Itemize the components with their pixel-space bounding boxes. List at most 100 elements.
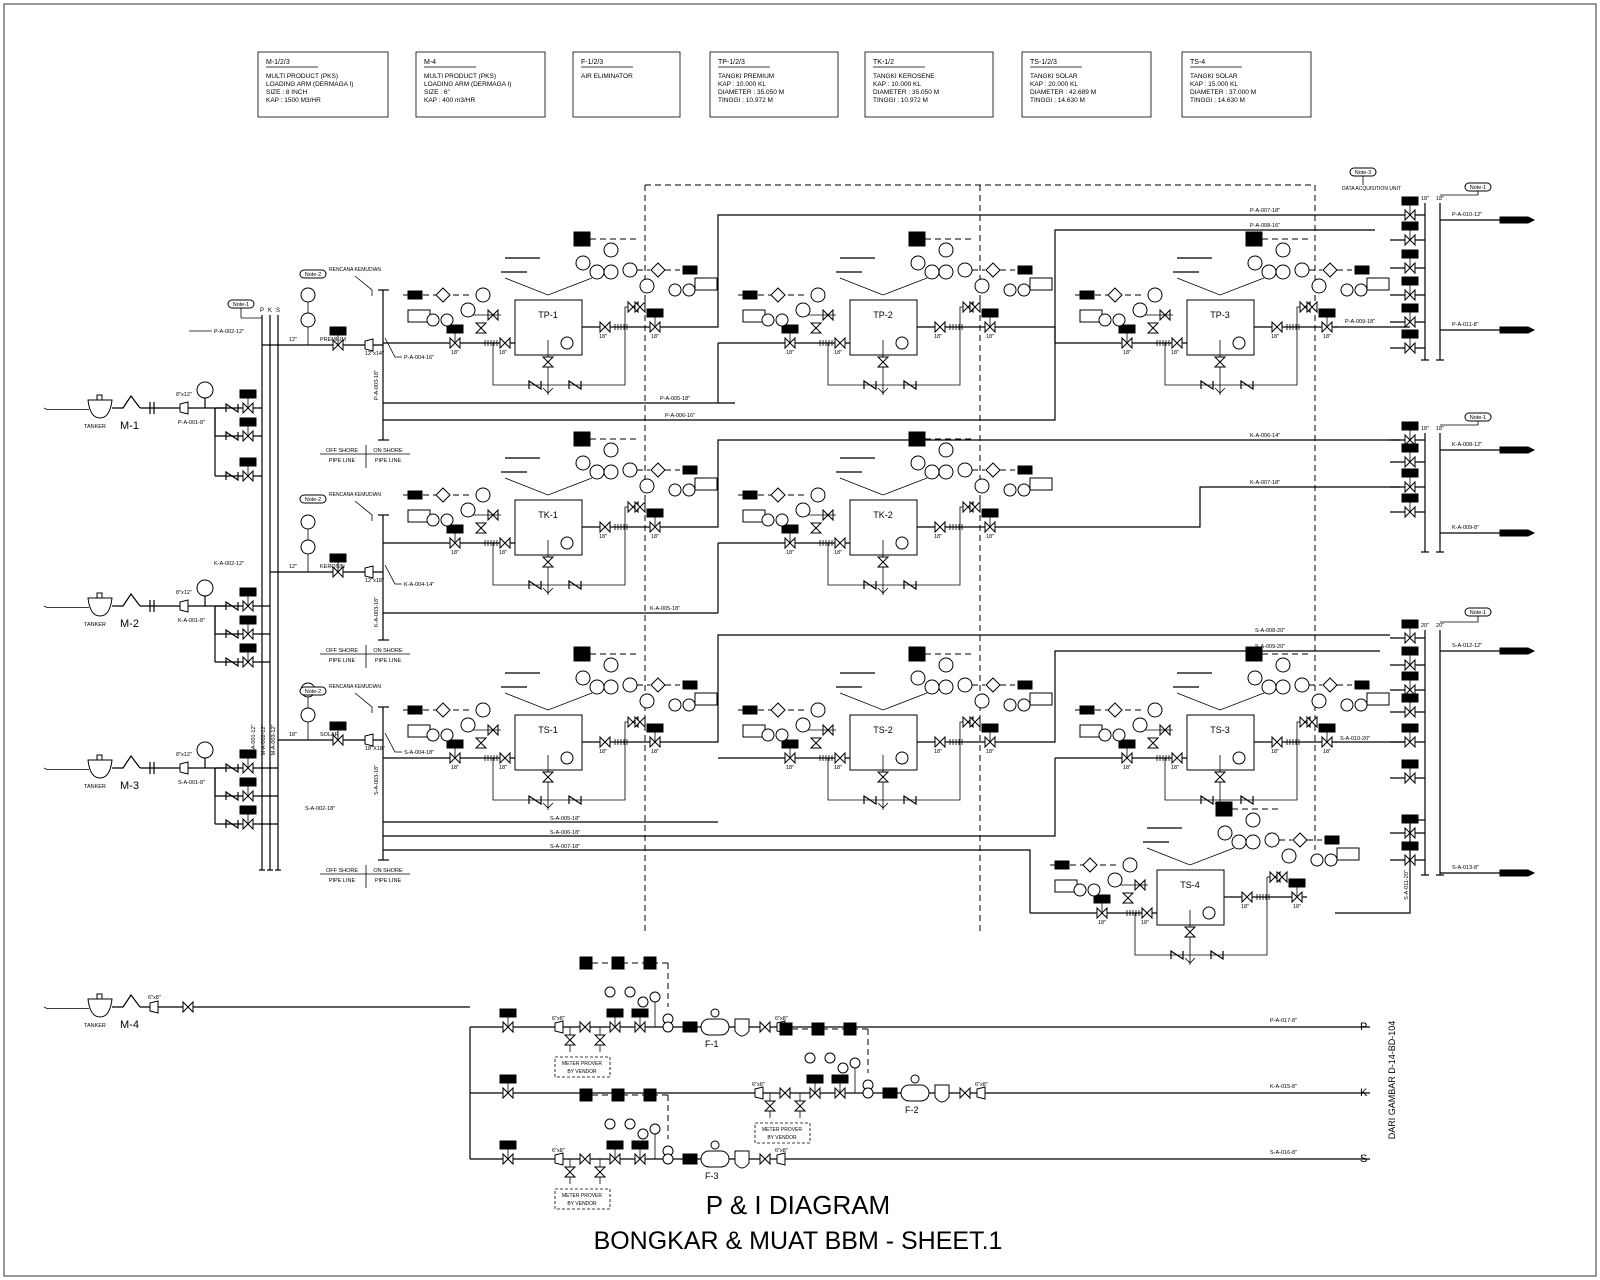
manifold-valve-icon xyxy=(1404,341,1416,355)
reducer-size: 18"X18" xyxy=(365,746,385,752)
metering-panel-icon xyxy=(579,1088,593,1102)
leader xyxy=(1440,421,1479,426)
manifold-valve-icon xyxy=(1404,455,1416,469)
level-alarm-icon xyxy=(603,242,619,258)
pipe-label: S-A-007-18" xyxy=(550,844,580,850)
drain-y-icon xyxy=(542,802,554,809)
check-valve-icon xyxy=(568,579,582,591)
pipe-label: P-A-001-8" xyxy=(178,420,205,426)
pipe-size: 18" xyxy=(1421,196,1429,202)
strainer-basket-icon xyxy=(734,1150,750,1169)
inlet-valve-icon xyxy=(449,751,461,765)
ssd-box-icon xyxy=(1324,835,1340,845)
drain-line xyxy=(1164,742,1298,801)
pdi-bubble-icon xyxy=(460,717,476,733)
meter-icon xyxy=(662,1153,674,1165)
drain-valve-icon xyxy=(876,556,890,568)
level-display-icon xyxy=(908,431,926,447)
interlock-diamond-icon xyxy=(650,262,666,278)
pipe-label: P-A-011-8" xyxy=(1452,322,1479,328)
pipe-size: 18" xyxy=(834,550,842,556)
zv-bubble-icon xyxy=(1310,853,1324,867)
motor-actuator-icon xyxy=(329,553,347,563)
pipe-size: 18" xyxy=(786,550,794,556)
drain-y-icon xyxy=(1214,387,1226,394)
note-label: Note-3 xyxy=(1355,170,1372,176)
zs-bubble-icon xyxy=(426,728,440,742)
header-label: K xyxy=(268,308,272,314)
level-switch-high-icon xyxy=(1275,264,1291,280)
no-valve-icon xyxy=(242,761,254,775)
pipe-label: P-A-004-16" xyxy=(404,355,434,361)
manhole-icon xyxy=(560,336,574,350)
legend-line: SIZE : 6" xyxy=(424,89,450,96)
check-valve-icon xyxy=(225,470,239,482)
pipe-size: 18" xyxy=(499,765,507,771)
legend-line: KAP : 10.000 KL xyxy=(718,81,766,88)
tanker-id: M-1 xyxy=(120,420,139,432)
manifold-valve-icon xyxy=(1404,480,1416,494)
tank-roof-line xyxy=(504,692,593,711)
gate-valve-icon xyxy=(634,715,646,729)
tanker-id: M-2 xyxy=(120,618,139,630)
pipe-size: 18" xyxy=(1271,749,1279,755)
pressure-icon xyxy=(624,1118,636,1130)
ssd-box-icon xyxy=(1354,265,1370,275)
tank-label: TP-1 xyxy=(538,310,558,320)
outlet-valve-icon xyxy=(1321,735,1333,749)
manhole-icon xyxy=(1232,751,1246,765)
pdi-bubble-icon xyxy=(639,693,655,709)
check-valve-icon xyxy=(1210,949,1224,961)
check-valve-icon xyxy=(225,790,239,802)
no-valve-icon xyxy=(242,429,254,443)
gate-valve-icon xyxy=(934,735,946,749)
motor-actuator-icon xyxy=(1401,619,1419,629)
pipe-label: K-A-006-14" xyxy=(1250,433,1280,439)
hand-switch-icon xyxy=(1147,702,1163,718)
motor-actuator-icon xyxy=(1401,303,1419,313)
meter-prover-box xyxy=(554,1188,611,1210)
motor-actuator-icon xyxy=(981,308,999,318)
pipe-size: 20" xyxy=(1421,623,1429,629)
drain-line xyxy=(492,527,626,586)
legend-line: TANGKI SOLAR xyxy=(1190,73,1238,80)
pdi-bubble-icon xyxy=(1132,717,1148,733)
legend-line: TINGGI : 10.972 M xyxy=(873,97,928,104)
header-label: S xyxy=(276,308,280,314)
tank-unit xyxy=(1186,299,1255,356)
pipe-label: K-A-005-18" xyxy=(650,606,680,612)
legend-frame xyxy=(864,51,994,118)
outlet-valve-icon xyxy=(649,320,661,334)
metering-panel-icon xyxy=(579,956,593,970)
check-valve-icon xyxy=(528,379,542,391)
pipe-size: 18" xyxy=(1271,334,1279,340)
interlock-diamond-icon xyxy=(1107,287,1123,303)
vent-icon xyxy=(710,1140,720,1150)
legend-line: AIR ELIMINATOR xyxy=(581,73,633,80)
check-valve-icon xyxy=(1240,379,1254,391)
temperature-icon xyxy=(637,1128,649,1140)
meter-icon xyxy=(662,1021,674,1033)
drain-line xyxy=(492,742,626,801)
drain-line xyxy=(827,742,961,801)
motor-actuator-icon xyxy=(239,587,257,597)
motor-actuator-icon xyxy=(499,1074,517,1084)
manifold-valve-icon xyxy=(1404,705,1416,719)
check-valve-icon xyxy=(1200,379,1214,391)
note-label: Note-1 xyxy=(233,302,250,308)
manifold-valve-icon xyxy=(1404,658,1416,672)
tank-label: TP-2 xyxy=(873,310,893,320)
ssd-box-icon xyxy=(407,490,423,500)
note-tag xyxy=(299,494,327,504)
legend-title: F-1/2/3 xyxy=(581,59,603,66)
pipe-line xyxy=(665,634,1390,743)
pressure-indicator-icon xyxy=(196,381,214,399)
shore-label: OFF SHORE xyxy=(326,868,358,874)
reducer-size: 6"x8" xyxy=(975,1082,988,1088)
pipe-size: 18" xyxy=(451,550,459,556)
gate-valve-icon xyxy=(579,1152,591,1166)
motor-operated-valve-icon xyxy=(634,1152,646,1166)
interlock-diamond-icon xyxy=(435,287,451,303)
check-valve-icon xyxy=(225,430,239,442)
